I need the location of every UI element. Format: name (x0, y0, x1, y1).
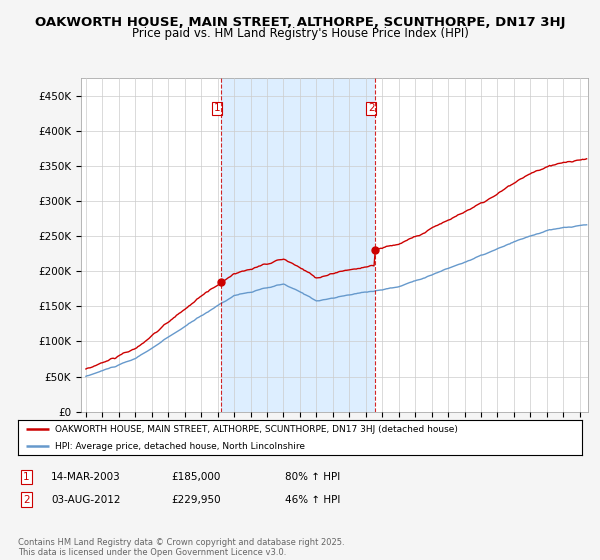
Text: OAKWORTH HOUSE, MAIN STREET, ALTHORPE, SCUNTHORPE, DN17 3HJ: OAKWORTH HOUSE, MAIN STREET, ALTHORPE, S… (35, 16, 565, 29)
Text: Contains HM Land Registry data © Crown copyright and database right 2025.
This d: Contains HM Land Registry data © Crown c… (18, 538, 344, 557)
Text: Price paid vs. HM Land Registry's House Price Index (HPI): Price paid vs. HM Land Registry's House … (131, 27, 469, 40)
Text: 14-MAR-2003: 14-MAR-2003 (51, 472, 121, 482)
Text: 80% ↑ HPI: 80% ↑ HPI (285, 472, 340, 482)
Text: 2: 2 (368, 104, 374, 113)
Text: 46% ↑ HPI: 46% ↑ HPI (285, 494, 340, 505)
Text: 2: 2 (23, 494, 29, 505)
Text: £185,000: £185,000 (171, 472, 220, 482)
Text: 1: 1 (214, 104, 220, 113)
Bar (221, 78, 376, 412)
Text: 1: 1 (23, 472, 29, 482)
Text: HPI: Average price, detached house, North Lincolnshire: HPI: Average price, detached house, Nort… (55, 441, 305, 451)
Text: 03-AUG-2012: 03-AUG-2012 (51, 494, 121, 505)
Text: £229,950: £229,950 (171, 494, 221, 505)
Text: OAKWORTH HOUSE, MAIN STREET, ALTHORPE, SCUNTHORPE, DN17 3HJ (detached house): OAKWORTH HOUSE, MAIN STREET, ALTHORPE, S… (55, 425, 458, 434)
